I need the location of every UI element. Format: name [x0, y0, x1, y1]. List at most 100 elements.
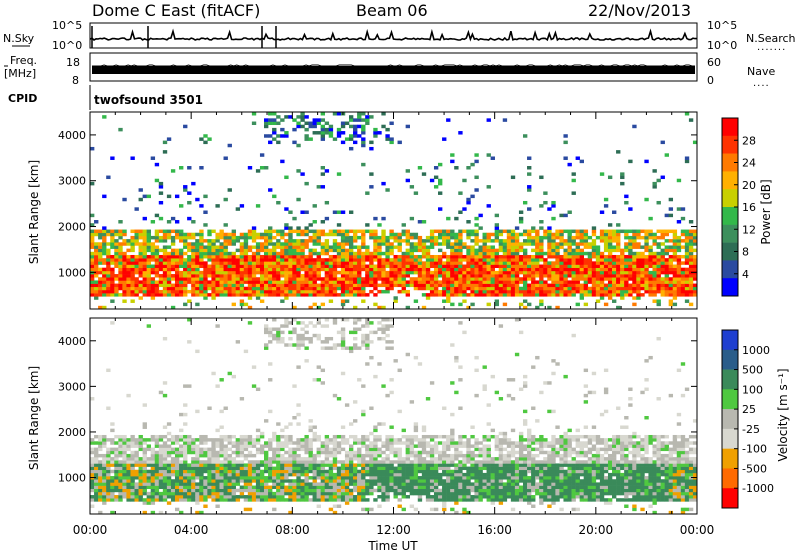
velocity-cell	[187, 482, 192, 486]
power-cell	[183, 270, 188, 275]
velocity-cell	[255, 476, 261, 480]
power-cell	[251, 274, 257, 278]
velocity-cell	[417, 457, 423, 461]
velocity-cell	[417, 438, 423, 442]
velocity-cell	[203, 460, 208, 464]
velocity-cell	[94, 466, 99, 471]
power-cell	[183, 267, 188, 272]
velocity-cell	[195, 447, 200, 452]
freq-tick-bottom: 8	[72, 74, 79, 87]
power-cell	[381, 242, 386, 246]
power-cell	[288, 229, 293, 234]
velocity-cell	[381, 422, 386, 426]
velocity-cell	[332, 438, 338, 442]
velocity-cell	[170, 438, 176, 442]
power-cell	[664, 258, 669, 262]
power-cell	[118, 235, 123, 240]
power-cell	[328, 293, 334, 297]
power-cell	[579, 283, 584, 288]
power-cell	[527, 289, 532, 294]
power-cell	[340, 289, 346, 294]
power-cell	[353, 289, 358, 294]
power-cell	[636, 274, 641, 278]
power-cell	[118, 258, 123, 262]
power-cell	[320, 118, 326, 122]
velocity-cell	[381, 488, 386, 493]
power-cell	[672, 267, 678, 272]
power-cell	[296, 277, 301, 281]
power-cell	[94, 232, 99, 237]
power-cell	[191, 261, 196, 265]
velocity-cell	[199, 472, 204, 477]
velocity-cell	[223, 434, 228, 439]
power-cell	[446, 242, 451, 246]
power-cell	[280, 283, 285, 288]
power-cell	[118, 229, 123, 234]
power-cell	[640, 245, 645, 249]
power-cell	[243, 235, 249, 240]
power-cell	[90, 277, 95, 281]
velocity-cell	[369, 472, 374, 477]
velocity-cell	[98, 441, 103, 445]
velocity-cell	[336, 441, 342, 445]
power-cell	[567, 210, 572, 214]
power-cell	[571, 258, 576, 262]
velocity-cell	[118, 472, 123, 477]
velocity-cell	[195, 485, 200, 490]
power-cell	[304, 267, 309, 272]
power-cell	[652, 280, 657, 284]
velocity-cell	[264, 463, 269, 467]
power-cell	[166, 261, 172, 265]
power-cell	[482, 254, 487, 259]
power-cell	[510, 293, 516, 297]
velocity-cell	[417, 495, 423, 499]
power-cell	[486, 274, 491, 278]
power-cell	[385, 274, 390, 278]
power-cell	[118, 261, 123, 265]
power-cell	[344, 289, 350, 294]
power-cell	[199, 137, 204, 141]
velocity-cell	[409, 400, 415, 404]
velocity-cell	[203, 447, 208, 452]
velocity-cell	[365, 453, 370, 458]
power-cell	[624, 267, 629, 272]
power-cell	[138, 270, 143, 275]
power-cell	[652, 232, 657, 237]
velocity-cell	[162, 447, 168, 452]
velocity-cell	[126, 463, 131, 467]
power-cell	[421, 270, 427, 275]
velocity-cell	[272, 482, 277, 486]
power-cell	[158, 289, 164, 294]
y-tick-label: 2000	[58, 221, 86, 234]
power-cell	[478, 258, 483, 262]
power-cell	[324, 261, 330, 265]
power-cell	[272, 270, 277, 275]
power-cell	[126, 286, 131, 291]
power-cell	[276, 251, 281, 256]
power-cell	[664, 248, 669, 253]
velocity-cell	[134, 476, 139, 480]
power-cell	[288, 267, 293, 272]
velocity-cell	[114, 472, 119, 477]
power-cell	[373, 232, 378, 237]
power-cell	[114, 254, 119, 259]
velocity-cell	[288, 438, 293, 442]
power-cell	[292, 274, 297, 278]
power-cell	[478, 270, 483, 275]
velocity-cell	[344, 460, 350, 464]
velocity-cell	[288, 482, 293, 486]
velocity-cell	[336, 472, 342, 477]
power-cell	[664, 264, 669, 268]
velocity-cell	[332, 321, 338, 325]
power-cell	[191, 235, 196, 240]
velocity-cell	[138, 472, 143, 477]
power-cell	[567, 293, 572, 297]
power-cell	[567, 248, 572, 253]
power-cell	[162, 274, 168, 278]
power-cell	[259, 258, 265, 262]
power-cell	[547, 289, 552, 294]
power-cell	[174, 229, 180, 234]
power-cell	[179, 289, 184, 294]
velocity-cell	[353, 400, 358, 404]
power-cell	[409, 248, 415, 253]
